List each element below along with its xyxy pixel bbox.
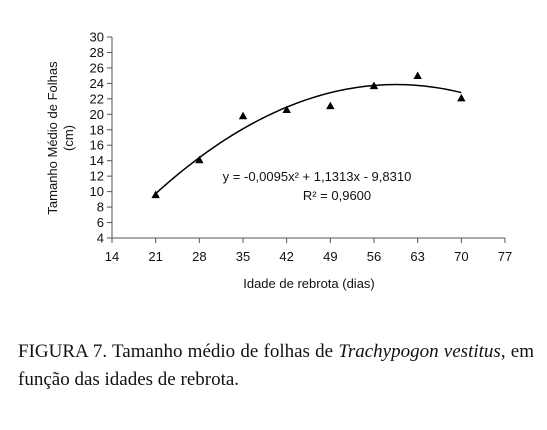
- caption-prefix: FIGURA 7. Tamanho médio de folhas de: [18, 341, 339, 362]
- x-ticks: 14 21 28 35 42 49 56 63 70 77: [105, 238, 512, 264]
- y-tick-label: 24: [90, 76, 104, 91]
- x-tick-label: 21: [148, 249, 162, 264]
- y-tick-label: 16: [90, 138, 104, 153]
- trendline-r2: R² = 0,9600: [303, 188, 371, 203]
- figure-caption: FIGURA 7. Tamanho médio de folhas de Tra…: [18, 338, 534, 394]
- data-point: [282, 105, 291, 114]
- y-axis-title-line2: (cm): [61, 125, 76, 151]
- trendline-equation: y = -0,0095x² + 1,1313x - 9,8310: [223, 169, 412, 184]
- x-tick-label: 14: [105, 249, 119, 264]
- data-point: [151, 190, 160, 199]
- caption-species: Trachypogon vestitus: [338, 341, 501, 362]
- y-tick-label: 30: [90, 30, 104, 45]
- y-tick-label: 20: [90, 107, 104, 122]
- data-point: [457, 93, 466, 102]
- x-tick-label: 35: [236, 249, 250, 264]
- y-tick-label: 12: [90, 169, 104, 184]
- data-point: [326, 101, 335, 110]
- caption-suffix: , em função das idades de rebrota.: [18, 341, 534, 390]
- y-tick-label: 28: [90, 45, 104, 60]
- y-axis-title-line1: Tamanho Médio de Folhas: [45, 61, 60, 215]
- data-point: [238, 111, 248, 120]
- x-tick-label: 56: [367, 249, 381, 264]
- y-tick-label: 6: [97, 215, 104, 230]
- x-tick-label: 42: [279, 249, 293, 264]
- data-point: [195, 155, 204, 164]
- data-points: [151, 71, 466, 199]
- data-point: [369, 81, 379, 90]
- x-tick-label: 49: [323, 249, 337, 264]
- y-tick-label: 10: [90, 184, 104, 199]
- x-axis-title: Idade de rebrota (dias): [243, 276, 375, 291]
- y-tick-label: 18: [90, 122, 104, 137]
- x-tick-label: 28: [192, 249, 206, 264]
- y-tick-label: 14: [90, 153, 104, 168]
- x-tick-label: 70: [454, 249, 468, 264]
- y-tick-label: 8: [97, 200, 104, 215]
- data-point: [413, 71, 422, 80]
- y-tick-label: 22: [90, 91, 104, 106]
- y-tick-label: 26: [90, 60, 104, 75]
- x-tick-label: 77: [498, 249, 512, 264]
- trendline: [155, 83, 462, 195]
- x-tick-label: 63: [410, 249, 424, 264]
- y-tick-label: 4: [97, 231, 104, 246]
